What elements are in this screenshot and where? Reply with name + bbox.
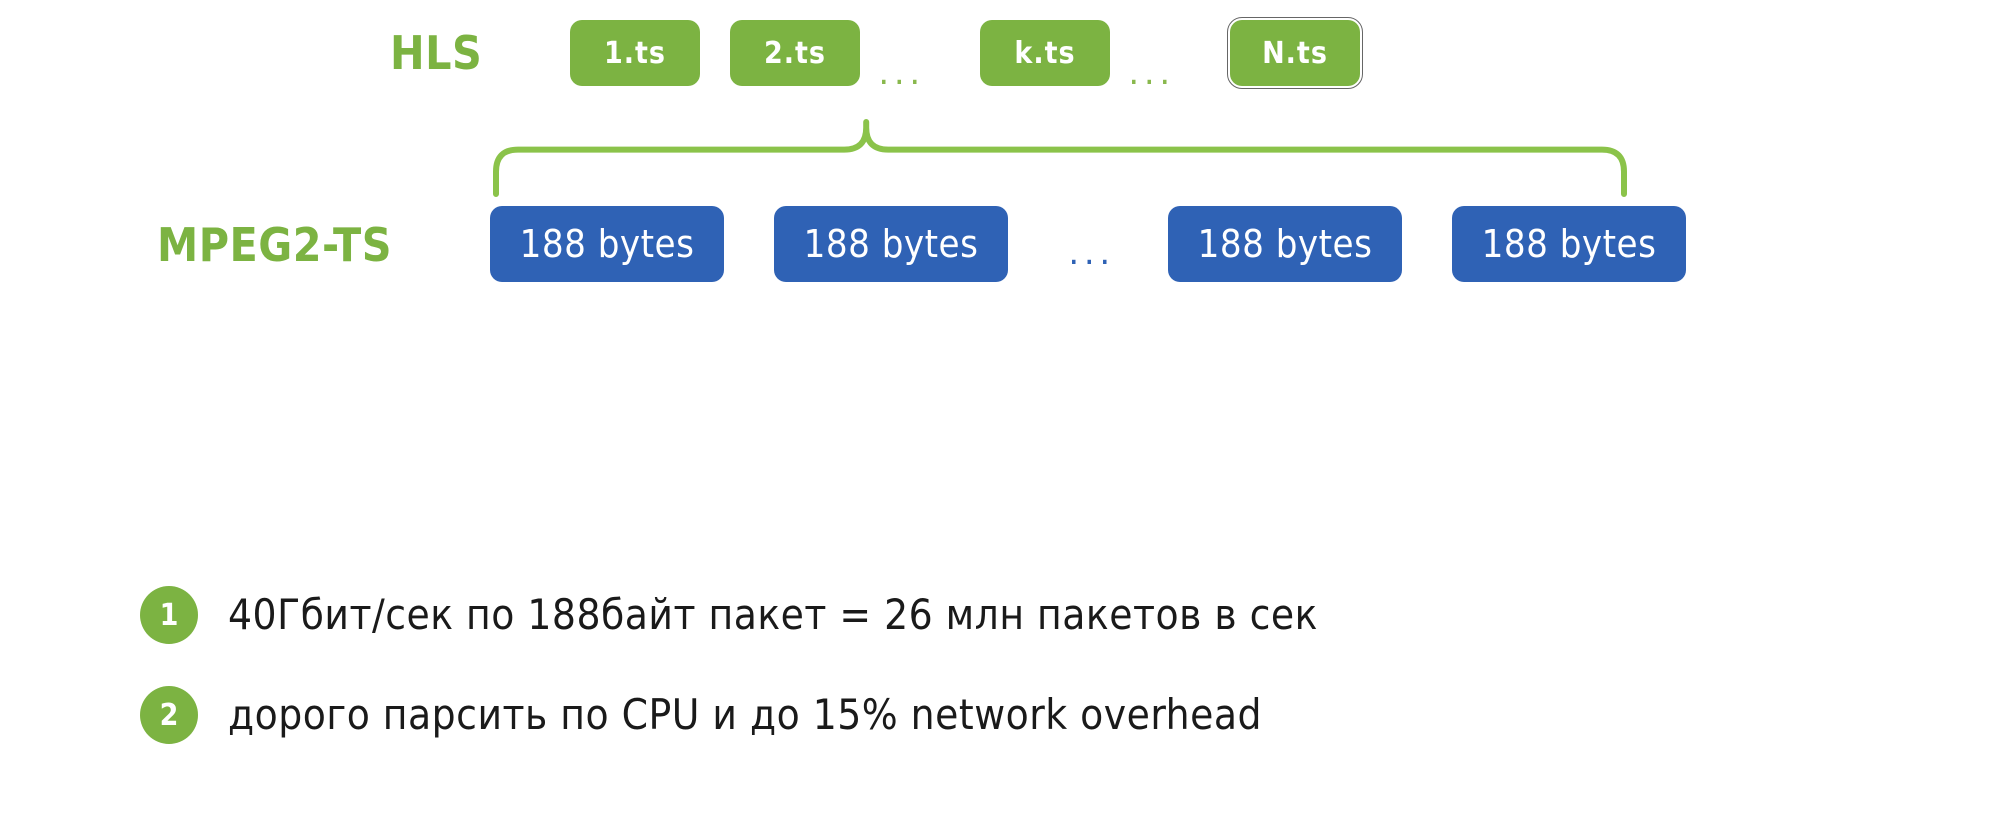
diagram-stage: HLS 1.ts2.tsk.tsN.ts...... MPEG2-TS 188 … xyxy=(0,0,2000,821)
bullet-number: 1 xyxy=(140,586,198,644)
bullet-text: 40Гбит/сек по 188байт пакет = 26 млн пак… xyxy=(228,590,1318,639)
bullet-text: дорого парсить по CPU и до 15% network o… xyxy=(228,690,1262,739)
bullet-number: 2 xyxy=(140,686,198,744)
bullet-list: 1 40Гбит/сек по 188байт пакет = 26 млн па… xyxy=(0,0,2000,821)
